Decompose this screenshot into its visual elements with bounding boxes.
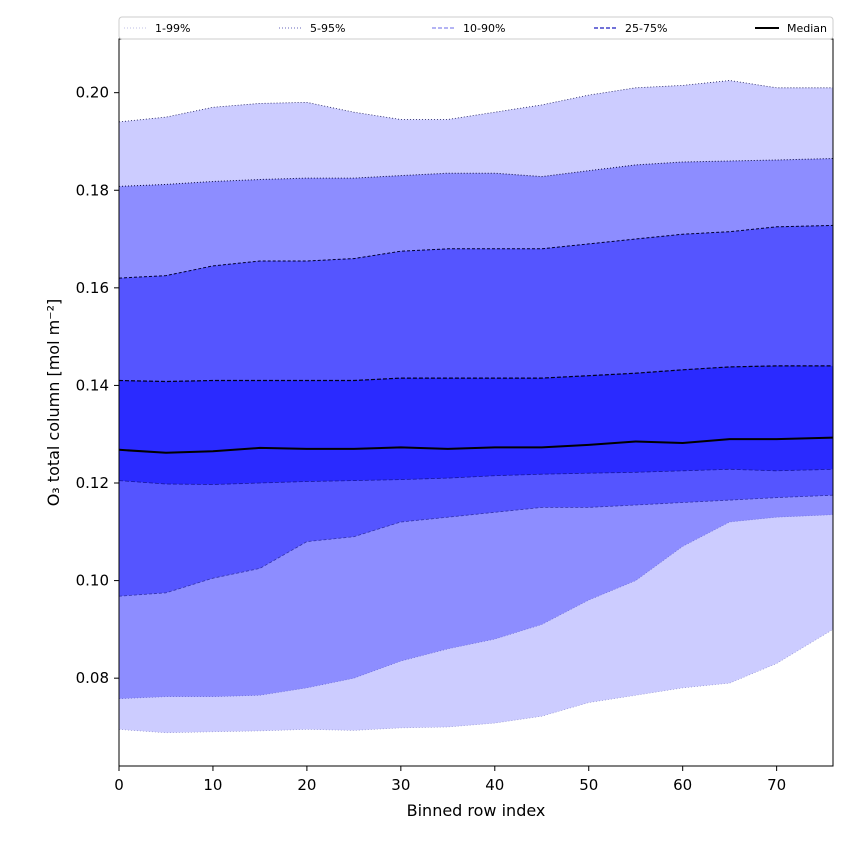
x-tick-label: 10 (203, 776, 222, 794)
y-tick-label: 0.16 (76, 279, 109, 297)
legend-item: 25-75% (594, 22, 667, 35)
line-median (118, 436, 834, 454)
y-tick-label: 0.20 (76, 84, 109, 102)
x-tick-label: 0 (114, 776, 124, 794)
line-1pct (118, 629, 834, 734)
x-tick-label: 60 (673, 776, 692, 794)
y-tick-label: 0.14 (76, 376, 109, 394)
y-tick-label: 0.10 (76, 572, 109, 590)
line-25pct (118, 468, 834, 485)
y-axis: 0.08 0.10 0.12 0.14 0.16 0.18 0.20 (76, 84, 119, 687)
x-tick-label: 50 (579, 776, 598, 794)
legend-item: Median (755, 22, 827, 35)
legend-item: 10-90% (432, 22, 505, 35)
line-5pct (118, 514, 834, 699)
lines-layer (118, 80, 834, 734)
legend-box (118, 16, 834, 40)
band-25-75 (119, 365, 833, 485)
x-axis-label: Binned row index (407, 801, 546, 820)
line-90pct (118, 224, 834, 279)
legend-label: 25-75% (625, 22, 667, 35)
legend-label: 5-95% (310, 22, 345, 35)
y-tick-label: 0.08 (76, 669, 109, 687)
legend-label: 10-90% (463, 22, 505, 35)
legend-label: Median (787, 22, 827, 35)
y-tick-label: 0.12 (76, 474, 109, 492)
legend-label: 1-99% (155, 22, 190, 35)
line-75pct (118, 365, 833, 383)
legend: 1-99% 5-95% 10-90% 25-75% Median (118, 16, 834, 40)
legend-item: 5-95% (279, 22, 345, 35)
line-10pct (118, 494, 834, 597)
x-tick-label: 40 (485, 776, 504, 794)
legend-item: 1-99% (124, 22, 190, 35)
x-tick-label: 70 (767, 776, 786, 794)
x-axis: 0 10 20 30 40 50 60 70 (114, 766, 786, 794)
bands-layer (119, 80, 833, 733)
y-axis-label: O₃ total column [mol m⁻²] (44, 299, 63, 507)
x-tick-label: 20 (297, 776, 316, 794)
line-95pct (118, 158, 834, 187)
y-tick-label: 0.18 (76, 181, 109, 199)
x-tick-label: 30 (391, 776, 410, 794)
